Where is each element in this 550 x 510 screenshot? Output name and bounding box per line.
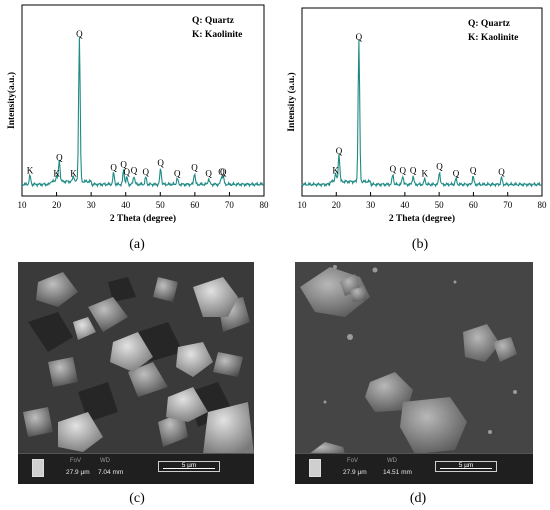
legend-entry: K: Kaolinite [192,30,242,40]
peak-label: Q [470,166,477,176]
scale-line [440,468,492,469]
x-tick-label: 50 [435,200,445,210]
peak-label: Q [157,158,164,168]
x-tick-label: 20 [52,200,62,210]
peak-label: K [53,168,60,178]
wd-value: 14.51 mm [383,469,412,476]
wd-label: WD [100,458,110,464]
peak-label: Q [131,165,138,175]
peak-label: Q [218,167,225,177]
wd-value: 7.04 mm [98,469,124,476]
wd-label: WD [387,458,397,464]
sem-image-c: FoV 27.9 µm WD 7.04 mm 5 µm [18,262,254,484]
peak-label: Q [356,32,363,42]
caption-b: (b) [411,237,429,252]
peak-label: Q [56,152,63,162]
x-tick-label: 20 [332,200,342,210]
peak-label: Q [453,168,460,178]
peak-label: K [421,168,428,178]
x-axis-label: 2 Theta (degree) [110,213,176,224]
scale-bar: 5 µm [435,461,497,472]
peak-label: K [332,166,339,176]
peak-label: Q [498,167,505,177]
legend-entry: Q: Quartz [192,16,235,26]
peak-label: Q [410,166,417,176]
peak-label: Q [124,167,131,177]
peak-label: Q [220,167,227,177]
x-tick-label: 30 [87,200,97,210]
x-tick-label: 40 [400,200,410,210]
sem-image-d: FoV 27.9 µm WD 14.51 mm 5 µm [295,262,533,484]
caption-c: (c) [129,491,145,506]
peak-label: Q [336,146,343,156]
x-tick-label: 40 [121,200,131,210]
caption-d: (d) [409,491,427,506]
x-tick-label: 10 [18,200,28,210]
peak-label: K [70,168,77,178]
peak-label: Q [191,163,198,173]
x-tick-label: 80 [538,200,548,210]
x-tick-label: 60 [469,200,479,210]
peak-label: Q [400,166,407,176]
peak-label: Q [120,160,127,170]
scale-label: 5 µm [458,462,474,469]
fov-label: FoV [70,458,82,464]
sem-info-bar-d: FoV 27.9 µm WD 14.51 mm 5 µm [295,453,533,484]
caption-a: (a) [129,237,145,252]
x-axis-label: 2 Theta (degree) [389,213,455,224]
peak-label: Q [174,168,181,178]
xrd-chart-b: K Q Q Q Q Q K Q Q Q Q 10 20 30 40 50 60 70 80 2 Theta (degr… [278,0,550,225]
plot-frame [301,7,543,197]
fov-label: FoV [347,458,359,464]
legend-entry: K: Kaolinite [468,33,518,43]
sem-micrograph-d [295,262,533,457]
legend-entry: Q: Quartz [468,19,511,29]
y-axis-label: Intensity(a.u.) [6,72,17,129]
instrument-logo-icon [32,459,44,477]
xrd-chart-a: K Q K K Q Q Q Q Q Q Q Q Q Q Q Q 10 20 30 40 50 60 70 80 2 Theta … [0,0,275,225]
scale-line [163,468,215,469]
peak-label: Q [76,29,83,39]
peak-label: Q [143,167,150,177]
scale-label: 5 µm [181,462,197,469]
plot-frame [21,4,265,197]
peak-label: Q [110,163,117,173]
x-tick-label: 80 [260,200,270,210]
xrd-series-line [21,36,264,188]
xrd-series-line [301,39,542,188]
x-tick-label: 70 [225,200,235,210]
fov-value: 27.9 µm [66,469,90,476]
sem-micrograph-c [18,262,254,454]
y-axis-label: Intensity (a.u.) [286,72,297,131]
peak-label: Q [390,164,397,174]
sem-info-bar-c: FoV 27.9 µm WD 7.04 mm 5 µm [18,453,254,484]
fov-value: 27.9 µm [343,469,367,476]
x-tick-label: 50 [156,200,166,210]
x-tick-label: 10 [298,200,308,210]
peak-label: Q [205,168,212,178]
scale-bar: 5 µm [158,461,220,472]
instrument-logo-icon [309,459,321,477]
x-tick-label: 30 [366,200,376,210]
x-tick-label: 70 [503,200,513,210]
peak-label: Q [436,161,443,171]
peak-label: K [27,165,34,175]
x-tick-label: 60 [190,200,200,210]
